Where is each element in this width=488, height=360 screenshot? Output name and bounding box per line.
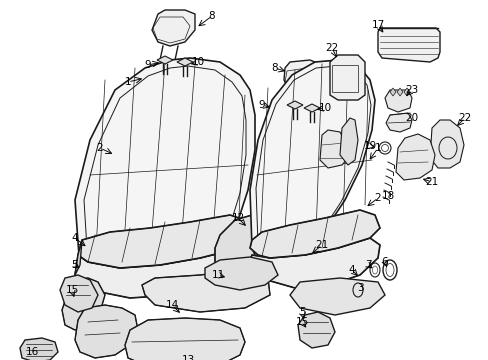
Polygon shape: [75, 248, 251, 298]
Polygon shape: [329, 55, 364, 100]
Polygon shape: [284, 60, 325, 96]
Text: 11: 11: [211, 270, 224, 280]
Text: 6: 6: [381, 257, 387, 267]
Text: 20: 20: [405, 113, 418, 123]
Polygon shape: [157, 56, 173, 64]
Text: 9: 9: [258, 100, 265, 110]
Polygon shape: [403, 88, 409, 96]
Text: 18: 18: [381, 191, 394, 201]
Polygon shape: [304, 104, 319, 112]
Text: 21: 21: [425, 177, 438, 187]
Polygon shape: [152, 10, 195, 46]
Text: 7: 7: [364, 260, 370, 270]
Polygon shape: [204, 257, 278, 290]
Text: 10: 10: [191, 57, 204, 67]
Polygon shape: [142, 270, 269, 312]
Text: 8: 8: [271, 63, 278, 73]
Polygon shape: [429, 120, 463, 168]
Polygon shape: [384, 90, 411, 112]
Polygon shape: [20, 338, 58, 360]
Polygon shape: [385, 113, 411, 132]
Polygon shape: [60, 275, 98, 312]
Polygon shape: [377, 28, 439, 62]
Polygon shape: [389, 88, 395, 96]
Text: 15: 15: [295, 317, 308, 327]
Polygon shape: [319, 130, 347, 168]
Text: 21: 21: [315, 240, 328, 250]
Text: 16: 16: [25, 347, 39, 357]
Text: 5: 5: [298, 307, 305, 317]
Text: 1: 1: [124, 77, 131, 87]
Polygon shape: [75, 58, 254, 285]
Text: 10: 10: [318, 103, 331, 113]
Text: 19: 19: [363, 141, 376, 151]
Text: 2: 2: [97, 143, 103, 153]
Text: 3: 3: [356, 283, 363, 293]
Polygon shape: [125, 318, 244, 360]
Polygon shape: [396, 88, 402, 96]
Text: 23: 23: [405, 85, 418, 95]
Text: 13: 13: [181, 355, 194, 360]
Text: 4: 4: [72, 233, 78, 243]
Text: 9: 9: [144, 60, 151, 70]
Text: 8: 8: [208, 11, 215, 21]
Polygon shape: [286, 101, 303, 109]
Polygon shape: [177, 58, 193, 66]
Polygon shape: [75, 240, 82, 275]
Polygon shape: [395, 134, 434, 180]
Text: 5: 5: [72, 260, 78, 270]
Polygon shape: [297, 312, 334, 348]
Text: 17: 17: [370, 20, 384, 30]
Polygon shape: [62, 278, 105, 330]
Text: 22: 22: [325, 43, 338, 53]
Text: 15: 15: [65, 285, 79, 295]
Polygon shape: [75, 305, 138, 358]
Polygon shape: [339, 118, 357, 165]
Polygon shape: [247, 238, 379, 288]
Polygon shape: [249, 60, 374, 265]
Polygon shape: [215, 215, 267, 272]
Text: 14: 14: [165, 300, 178, 310]
Text: 4: 4: [348, 265, 355, 275]
Text: 12: 12: [231, 213, 244, 223]
Polygon shape: [289, 278, 384, 315]
Polygon shape: [78, 215, 251, 268]
Text: 22: 22: [457, 113, 470, 123]
Text: 2: 2: [374, 193, 381, 203]
Polygon shape: [249, 210, 379, 258]
Text: 1: 1: [374, 143, 381, 153]
